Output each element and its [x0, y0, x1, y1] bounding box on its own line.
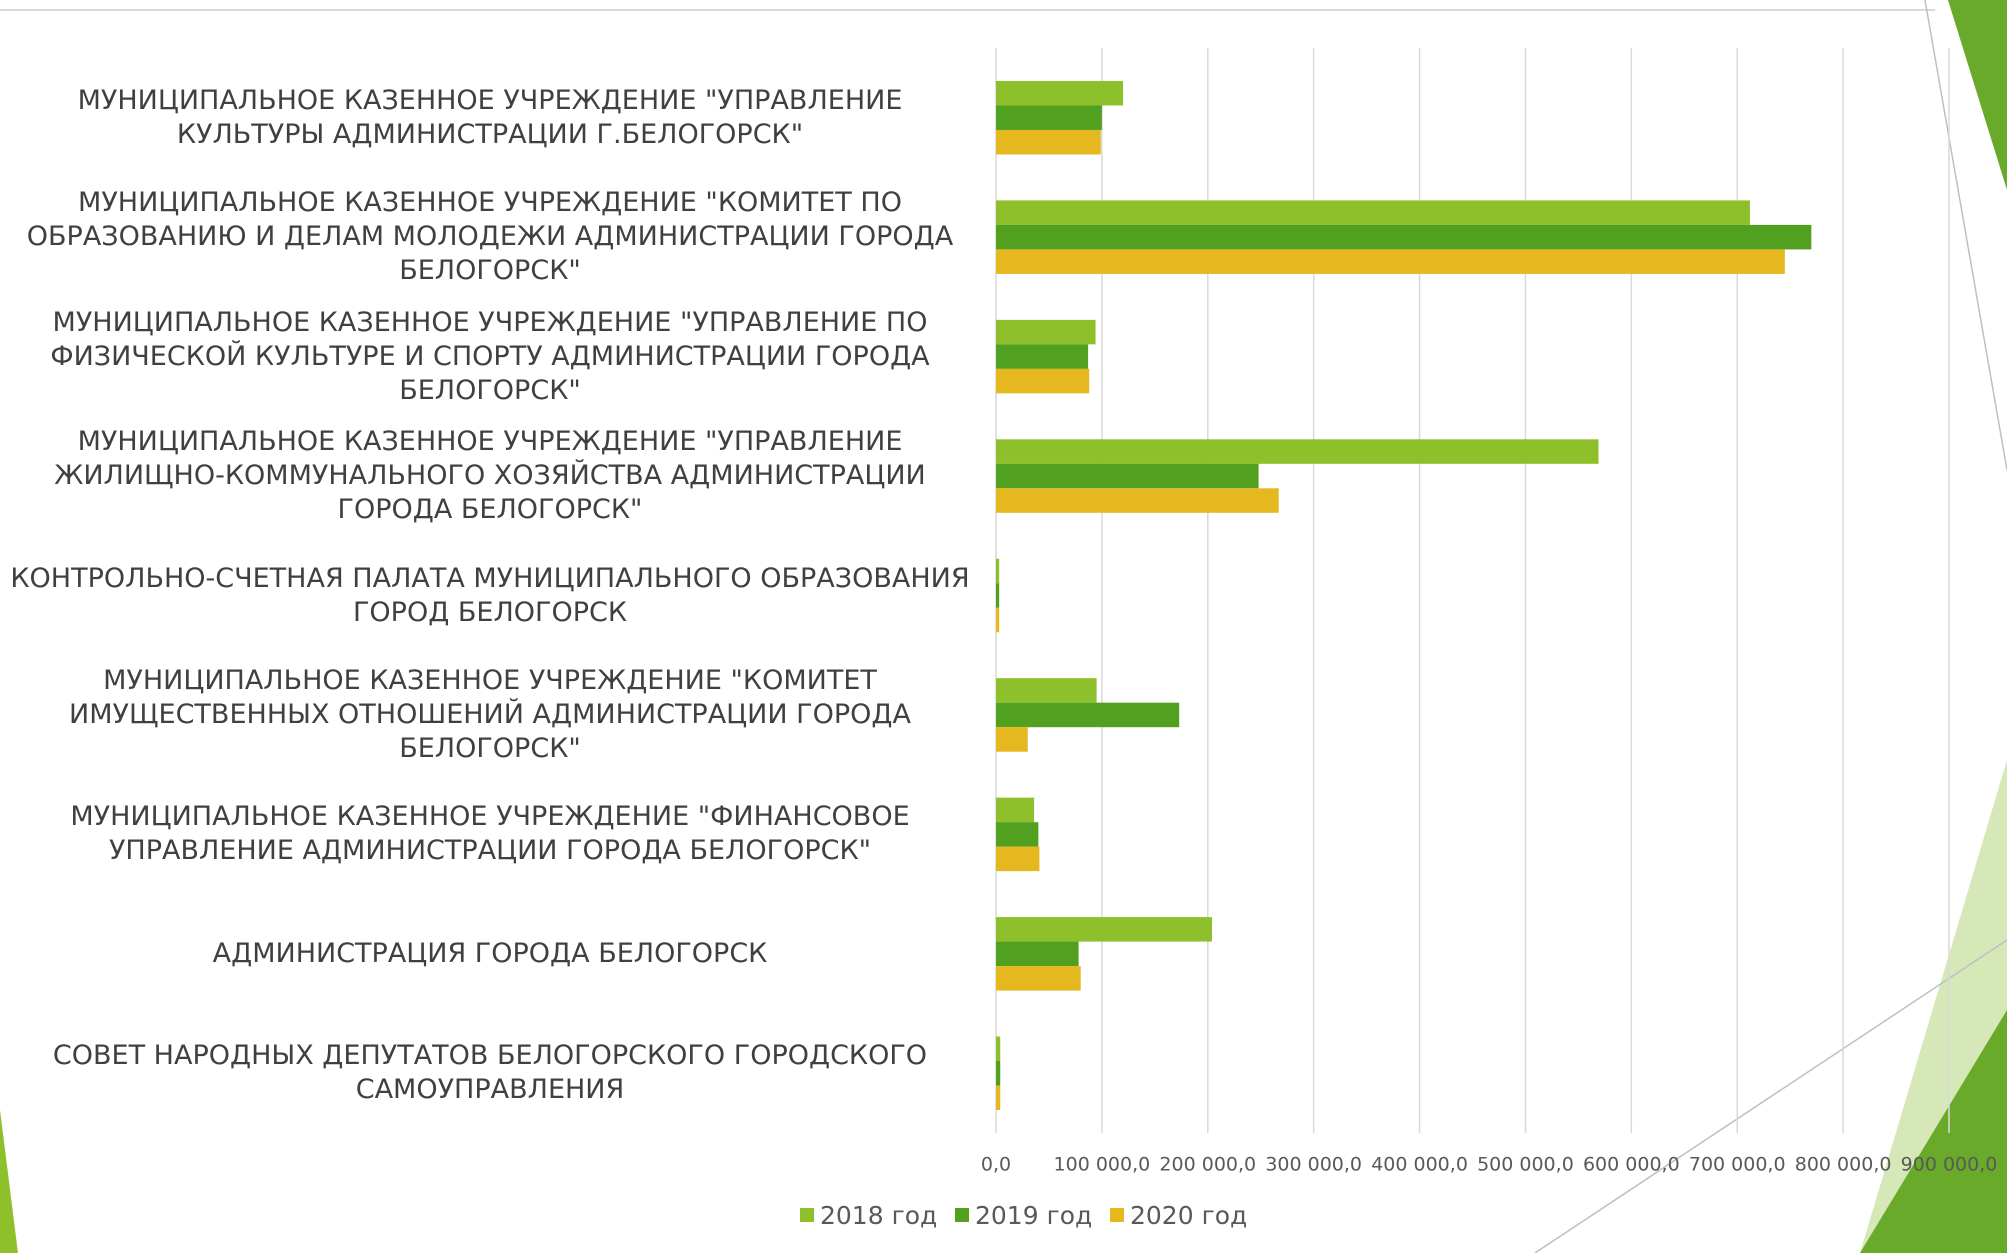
- x-tick-label: 900 000,0: [1901, 1154, 1998, 1176]
- bar: [996, 129, 1101, 155]
- category-label: МУНИЦИПАЛЬНОЕ КАЗЕННОЕ УЧРЕЖДЕНИЕ "КОМИТ…: [69, 664, 911, 764]
- bar: [996, 727, 1028, 752]
- bar: [996, 344, 1089, 369]
- bar: [996, 966, 1081, 991]
- category-label: СОВЕТ НАРОДНЫХ ДЕПУТАТОВ БЕЛОГОРСКОГО ГО…: [52, 1040, 928, 1106]
- category-label: МУНИЦИПАЛЬНОЕ КАЗЕННОЕ УЧРЕЖДЕНИЕ "ФИНАН…: [70, 801, 910, 867]
- bar: [996, 846, 1040, 872]
- bar: [996, 1036, 1001, 1062]
- bar: [996, 249, 1785, 274]
- x-tick-label: 700 000,0: [1689, 1154, 1786, 1176]
- bar: [996, 439, 1599, 464]
- x-tick-label: 400 000,0: [1371, 1154, 1468, 1176]
- category-label: МУНИЦИПАЛЬНОЕ КАЗЕННОЕ УЧРЕЖДЕНИЕ "КОМИТ…: [26, 187, 954, 287]
- bar: [996, 80, 1124, 106]
- bar: [996, 702, 1180, 728]
- bar: [996, 941, 1079, 967]
- bar: [996, 488, 1279, 513]
- bar: [996, 105, 1102, 130]
- bar: [996, 583, 1000, 608]
- legend-label: 2020 год: [1130, 1201, 1247, 1230]
- category-label: МУНИЦИПАЛЬНОЕ КАЗЕННОЕ УЧРЕЖДЕНИЕ "УПРАВ…: [54, 426, 926, 526]
- bar: [996, 368, 1090, 394]
- category-label: АДМИНИСТРАЦИЯ ГОРОДА БЕЛОГОРСК: [212, 937, 768, 969]
- x-tick-label: 0,0: [981, 1154, 1011, 1176]
- bar: [996, 224, 1812, 250]
- x-tick-label: 200 000,0: [1159, 1154, 1256, 1176]
- category-label: МУНИЦИПАЛЬНОЕ КАЗЕННОЕ УЧРЕЖДЕНИЕ "УПРАВ…: [77, 84, 903, 150]
- decor: [1534, 939, 2007, 1253]
- legend-swatch: [1110, 1208, 1124, 1222]
- bar: [996, 822, 1039, 847]
- decor: [1924, 0, 2007, 471]
- bar: [996, 1085, 1001, 1111]
- bar: [996, 319, 1096, 345]
- decor: [0, 1110, 18, 1253]
- bar: [996, 463, 1259, 489]
- category-label: КОНТРОЛЬНО-СЧЕТНАЯ ПАЛАТА МУНИЦИПАЛЬНОГО…: [10, 562, 970, 628]
- legend-swatch: [800, 1208, 814, 1222]
- legend-swatch: [955, 1208, 969, 1222]
- bar: [996, 558, 1000, 584]
- bar: [996, 797, 1035, 823]
- legend-label: 2019 год: [975, 1201, 1092, 1230]
- x-tick-label: 600 000,0: [1583, 1154, 1680, 1176]
- category-label: МУНИЦИПАЛЬНОЕ КАЗЕННОЕ УЧРЕЖДЕНИЕ "УПРАВ…: [50, 306, 930, 406]
- decor: [1948, 0, 2007, 190]
- x-tick-label: 500 000,0: [1477, 1154, 1574, 1176]
- bar: [996, 678, 1097, 703]
- bar: [996, 200, 1750, 225]
- x-tick-label: 800 000,0: [1795, 1154, 1892, 1176]
- legend-label: 2018 год: [820, 1201, 937, 1230]
- bar: [996, 1061, 1001, 1086]
- x-tick-label: 100 000,0: [1054, 1154, 1151, 1176]
- x-tick-label: 300 000,0: [1265, 1154, 1362, 1176]
- decor: [1860, 1010, 2007, 1253]
- bar: [996, 917, 1213, 942]
- bar: [996, 607, 1000, 633]
